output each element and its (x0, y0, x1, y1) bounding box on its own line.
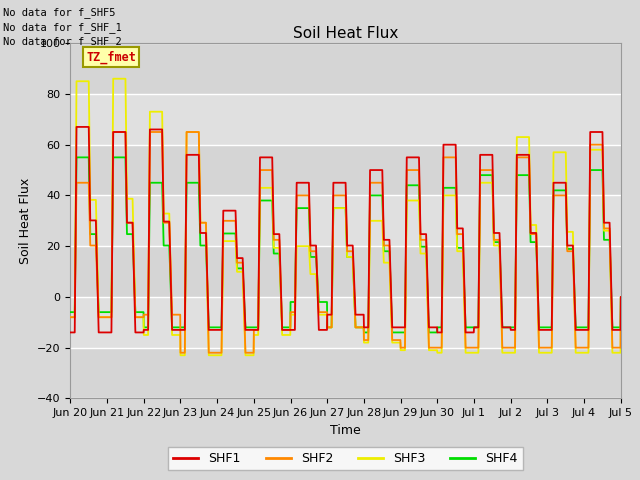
Bar (70, 43, 621, 94)
SHF4 (67, 309, 74, 315)
Line: SHF1: SHF1 (70, 127, 640, 333)
SHF4 (575, 324, 582, 330)
SHF4 (541, 324, 549, 330)
SHF2 (541, 345, 549, 350)
SHF2 (67, 314, 74, 320)
SHF1 (399, 324, 407, 330)
SHF2 (400, 345, 408, 350)
Text: No data for f_SHF_2: No data for f_SHF_2 (3, 36, 122, 47)
Bar (70, 246, 621, 297)
Legend: SHF1, SHF2, SHF3, SHF4: SHF1, SHF2, SHF3, SHF4 (168, 447, 523, 470)
SHF2 (125, 220, 133, 226)
Y-axis label: Soil Heat Flux: Soil Heat Flux (19, 178, 31, 264)
SHF3 (400, 348, 408, 353)
SHF4 (252, 324, 260, 330)
SHF2 (252, 327, 260, 333)
SHF4 (360, 330, 368, 336)
SHF1 (541, 327, 548, 333)
Title: Soil Heat Flux: Soil Heat Flux (293, 25, 398, 41)
SHF3 (252, 332, 260, 338)
Text: TZ_fmet: TZ_fmet (86, 50, 136, 64)
SHF4 (73, 155, 81, 160)
SHF4 (125, 231, 133, 237)
SHF2 (177, 350, 184, 356)
SHF4 (400, 330, 408, 336)
SHF3 (109, 76, 117, 82)
SHF3 (177, 352, 184, 358)
Bar (70, 348, 621, 398)
SHF3 (125, 196, 133, 202)
SHF3 (575, 350, 582, 356)
X-axis label: Time: Time (330, 424, 361, 437)
SHF2 (109, 129, 117, 135)
SHF1 (252, 327, 260, 333)
SHF1 (67, 330, 74, 336)
SHF3 (541, 350, 549, 356)
Line: SHF4: SHF4 (70, 157, 640, 333)
SHF3 (67, 314, 74, 320)
Line: SHF3: SHF3 (70, 79, 640, 355)
SHF1 (73, 124, 81, 130)
SHF2 (575, 345, 582, 350)
SHF1 (125, 220, 133, 226)
Text: No data for f_SHF_1: No data for f_SHF_1 (3, 22, 122, 33)
Line: SHF2: SHF2 (70, 132, 640, 353)
Text: No data for f_SHF5: No data for f_SHF5 (3, 7, 116, 18)
Bar (70, 144, 621, 195)
SHF1 (574, 327, 582, 333)
